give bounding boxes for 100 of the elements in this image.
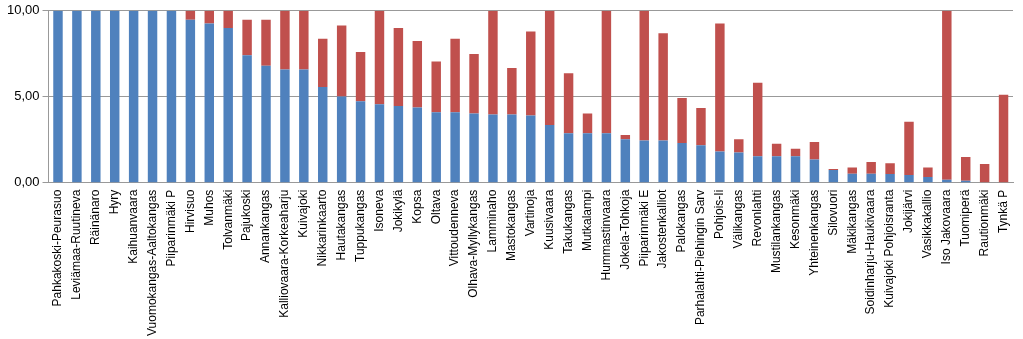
bar — [639, 10, 649, 141]
bar — [885, 163, 895, 175]
bar — [715, 151, 725, 183]
y-tick-label: 0,00 — [14, 174, 40, 190]
x-tick-label: Hummastinvaara — [598, 189, 613, 281]
bar — [242, 55, 252, 183]
bar — [374, 104, 385, 183]
bar — [696, 145, 706, 183]
x-tick-label: Annankangas — [258, 189, 273, 264]
x-tick-label: Nikkarinkaarto — [315, 189, 330, 267]
bar — [526, 31, 536, 116]
x-tick-label: Vittoudenneva — [447, 189, 462, 267]
x-tick-label: Tuomiperä — [958, 189, 973, 247]
bar — [299, 69, 309, 183]
bar — [847, 167, 857, 174]
bar — [261, 19, 271, 66]
x-tick-label: Kesonmäki — [787, 189, 802, 250]
x-tick-label: Silovuori — [825, 189, 840, 236]
bar — [847, 173, 857, 183]
x-tick-label: Jokikylä — [390, 189, 405, 233]
x-tick-label: Mastokangas — [504, 189, 519, 262]
bar — [355, 52, 366, 102]
x-tick-label: Hirvisuo — [182, 189, 197, 234]
bar — [923, 177, 933, 183]
bar — [507, 114, 517, 183]
bar — [53, 10, 63, 183]
bar — [109, 10, 120, 183]
bar — [431, 112, 441, 183]
bar — [866, 161, 876, 174]
x-tick-label: Kuivajoki — [296, 189, 311, 238]
bar — [450, 38, 460, 113]
bar — [488, 10, 498, 115]
bar — [393, 106, 404, 183]
bar — [91, 10, 101, 183]
bar — [752, 156, 763, 183]
x-tick-label: Kaihuanvaara — [125, 189, 140, 264]
x-tick-label: Vartinoja — [523, 189, 538, 237]
bar — [450, 112, 460, 183]
x-tick-label: Olhava-Myllykangas — [466, 189, 481, 298]
bar — [885, 174, 895, 183]
bar — [526, 115, 536, 183]
bar — [620, 139, 631, 183]
bar — [734, 139, 744, 153]
bar — [790, 156, 801, 183]
x-tick-label: Jakostenkalliot — [655, 189, 670, 269]
bar — [412, 107, 423, 183]
x-tick-label: Parhalahti-Piehingin Sarv — [693, 189, 708, 326]
x-tick-label: Tolvanmäki — [220, 189, 235, 250]
x-tick-label: Isoneva — [371, 189, 386, 232]
bar — [904, 121, 914, 176]
bar — [318, 38, 328, 88]
x-tick-label: Iso Jakovaara — [939, 189, 954, 265]
bar — [261, 65, 271, 183]
bar — [601, 133, 612, 183]
bar — [809, 159, 820, 183]
bar — [866, 173, 876, 183]
x-tick-label: Tuppukangas — [352, 189, 367, 262]
bar — [752, 82, 763, 157]
x-tick-label: Oltava — [428, 189, 443, 225]
bar — [185, 10, 196, 20]
x-tick-label: Hyry — [107, 189, 122, 215]
bar — [469, 113, 479, 183]
x-tick-label: Tynkä P — [995, 189, 1010, 234]
bar — [582, 133, 593, 183]
x-tick-label: Mutkalampi — [579, 189, 594, 252]
bar — [147, 10, 158, 183]
bar — [979, 164, 990, 183]
bar — [72, 10, 82, 183]
x-tick-label: Palokangas — [674, 189, 689, 253]
bar — [204, 23, 214, 183]
bar — [544, 124, 555, 183]
bar — [998, 94, 1009, 183]
x-tick-label: Vasikkakallio — [920, 189, 935, 259]
bar — [469, 53, 479, 114]
bar — [204, 10, 214, 24]
bar — [336, 25, 347, 97]
x-tick-label: Jokela-Tohkoja — [617, 189, 632, 270]
x-tick-label: Mustilankangas — [768, 189, 783, 274]
x-tick-label: Vuomokangas-Aaltokangas — [144, 189, 159, 337]
x-tick-label: Yhteinenkangas — [806, 189, 821, 276]
bar — [696, 107, 706, 146]
bar — [280, 69, 290, 183]
x-tick-label: Takukangas — [560, 189, 575, 254]
x-tick-label: Muhos — [201, 189, 216, 226]
bar — [336, 96, 347, 183]
x-tick-label: Piiparinmäki P — [163, 189, 178, 267]
bar — [128, 10, 139, 183]
bar — [828, 169, 839, 183]
bar — [677, 97, 687, 143]
bar — [507, 68, 517, 115]
y-tick-label: 5,00 — [14, 88, 40, 104]
bar — [960, 157, 971, 181]
x-tick-label: Kuivajoki Pohjoisranta — [882, 189, 897, 308]
x-tick-label: Soidinharju-Haukivaara — [863, 189, 878, 315]
bar — [582, 113, 593, 134]
bar — [223, 10, 233, 28]
bar — [280, 10, 290, 70]
x-tick-label: Revonlahti — [750, 189, 765, 247]
x-tick-label: Kuusivaara — [541, 189, 556, 250]
bar — [942, 10, 952, 180]
